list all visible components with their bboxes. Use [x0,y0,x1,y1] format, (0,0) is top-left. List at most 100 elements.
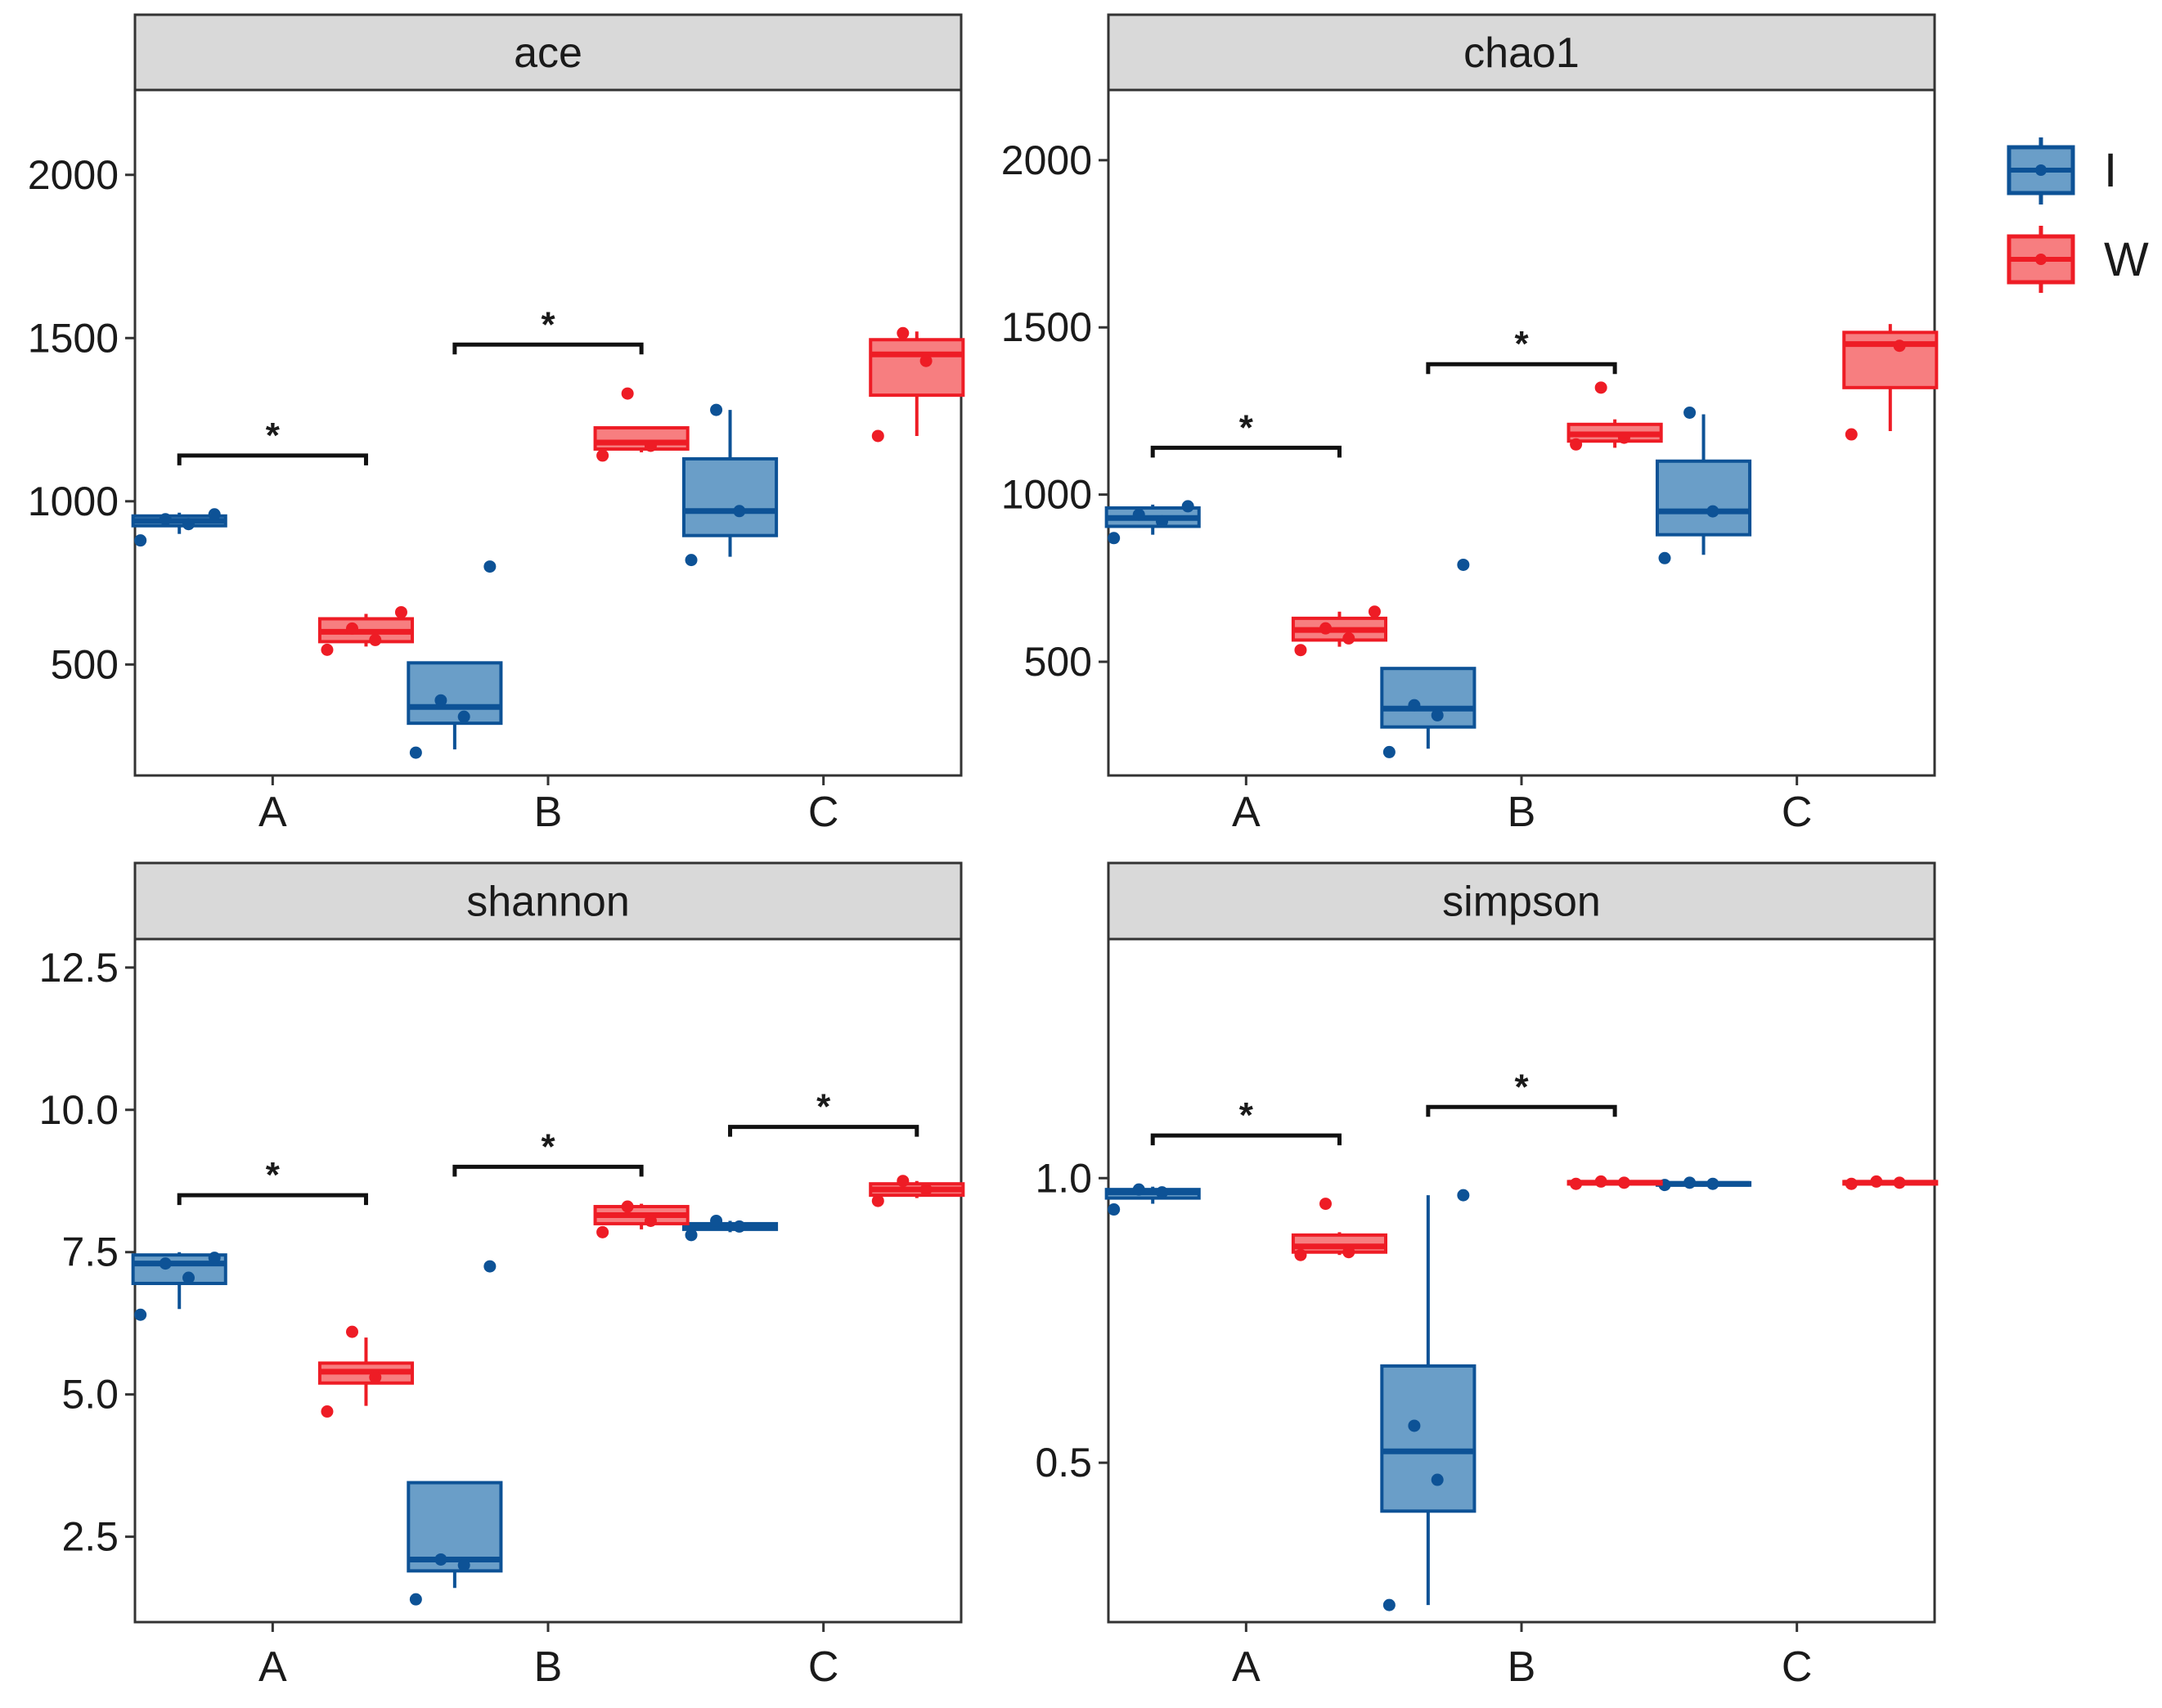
data-point [710,403,723,416]
facet-title: simpson [1442,879,1601,926]
data-point [1319,1198,1332,1211]
significance-label: * [541,1126,555,1166]
data-point [134,1308,147,1321]
box-I-C[interactable] [681,1214,779,1242]
significance-bracket: * [177,416,368,465]
data-point [483,560,497,573]
legend: I W [2007,137,2149,293]
data-point [871,1194,884,1207]
data-point [1319,622,1332,635]
x-tick-label: A [258,1643,287,1691]
box-W-B[interactable] [1566,1175,1663,1190]
box-I-A[interactable] [131,1252,227,1321]
y-tick-label: 500 [51,641,119,687]
data-point [182,518,196,531]
y-tick-label: 10.0 [39,1087,119,1133]
box-I-B[interactable] [1380,558,1477,758]
bracket-line [177,1193,368,1206]
y-tick-label: 2000 [28,152,119,198]
significance-bracket: * [1426,324,1617,375]
significance-label: * [1239,1095,1254,1135]
data-point [1408,699,1421,712]
box-W-A[interactable] [1291,1198,1388,1261]
x-tick-label: B [1508,1643,1536,1691]
data-point [159,1257,172,1270]
box-W-B[interactable] [593,1200,690,1238]
data-point [1108,532,1121,545]
significance-bracket: * [452,304,644,355]
data-point [182,1271,196,1284]
data-point [208,508,221,521]
data-point [644,1214,657,1227]
box-I-B[interactable] [1380,1189,1477,1611]
box-I-B[interactable] [407,560,503,759]
x-tick-label: C [808,1643,839,1691]
significance-label: * [541,304,555,344]
data-point [1294,644,1307,657]
box-W-C[interactable] [869,326,965,443]
panel-ace: ace 500 1000 1500 2000 A B C * * [28,13,965,836]
bracket-line [1150,445,1342,458]
y-tick-label: 2.5 [61,1514,119,1560]
box-W-A[interactable] [317,605,415,656]
legend-item-I[interactable]: I [2007,137,2117,205]
data-point [1570,438,1583,451]
y-tick-label: 12.5 [39,945,119,991]
data-point [1617,1176,1630,1189]
data-point [733,1220,746,1233]
box-I-C[interactable] [1655,406,1752,564]
significance-label: * [1514,324,1529,364]
legend-key-I-point [2035,164,2047,176]
data-point [1594,381,1607,394]
y-tick-label: 7.5 [61,1229,119,1275]
box-W-B[interactable] [593,387,690,462]
data-point [1431,1473,1444,1486]
box-I-C[interactable] [681,403,779,567]
box-I-A[interactable] [131,508,227,547]
legend-label-I: I [2104,144,2117,197]
data-point [434,1553,447,1566]
facet-strip [133,13,963,92]
bracket-line [452,1164,644,1177]
data-point [621,1200,634,1213]
data-point [1706,1177,1719,1190]
x-tick-label: A [1232,1643,1261,1691]
box-W-A[interactable] [1291,605,1388,657]
data-point [596,1225,609,1238]
bracket-line [1150,1133,1342,1146]
data-point [1617,431,1630,444]
data-point [159,513,172,526]
box-W-C[interactable] [869,1175,965,1207]
data-point [1108,1203,1121,1216]
box-I-A[interactable] [1104,1183,1201,1216]
y-tick-label: 2000 [1001,137,1092,183]
plot-area [133,88,963,777]
data-point [1382,745,1396,758]
legend-item-W[interactable]: W [2007,226,2149,293]
significance-bracket: * [728,1087,919,1137]
box-I-B[interactable] [407,1260,503,1606]
box-W-C[interactable] [1842,324,1939,441]
facet-title: chao1 [1463,29,1580,77]
data-point [1457,1189,1470,1202]
box-W-C[interactable] [1842,1175,1939,1190]
data-point [1706,505,1719,518]
data-point [1457,558,1470,571]
facet-strip [1107,13,1936,92]
data-point [1342,632,1355,645]
significance-label: * [266,416,281,456]
box-W-A[interactable] [317,1325,415,1418]
data-point [1893,339,1906,353]
data-point [1132,508,1145,521]
data-point [644,439,657,452]
data-point [1683,406,1697,419]
data-point [409,746,422,759]
bracket-line [1426,1104,1617,1117]
x-tick-label: B [534,789,563,836]
box-W-B[interactable] [1566,381,1663,451]
box-I-A[interactable] [1104,500,1201,545]
x-tick-label: B [534,1643,563,1691]
facet-title: shannon [466,879,630,926]
significance-label: * [1239,407,1254,447]
